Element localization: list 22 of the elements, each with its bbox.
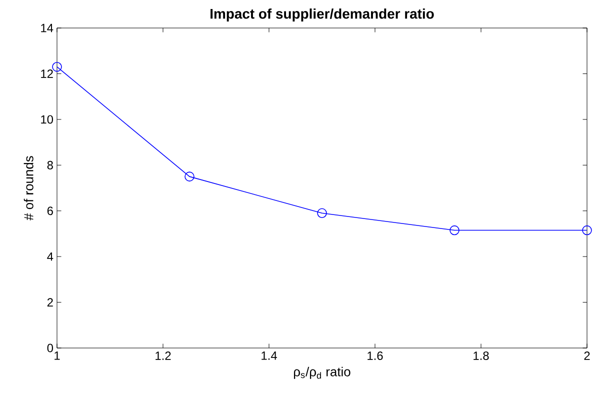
point	[52, 62, 62, 72]
y-tick-label: 2	[47, 298, 53, 306]
y-tick-label: 12	[41, 70, 53, 78]
point	[582, 225, 592, 236]
x-tick-label: 1.6	[368, 352, 383, 360]
point	[317, 208, 327, 218]
x-tick-label: 1.2	[156, 352, 171, 360]
y-axis-title: # of rounds	[24, 156, 34, 220]
y-tick-label: 0	[47, 344, 54, 352]
x-tick-label: 2	[584, 352, 590, 360]
x-tick-label: 1	[54, 352, 60, 360]
x-axis-title: ρ$_{s}$/ρ$_{d}$ ratio	[294, 366, 350, 379]
point	[184, 172, 194, 182]
y-tick-label: 14	[41, 24, 54, 32]
x-tick-label: 1.4	[262, 352, 277, 360]
y-tick-label: 4	[47, 252, 54, 261]
y-tick-label: 6	[47, 206, 53, 216]
point	[450, 225, 460, 236]
x-tick-label: 1.8	[474, 352, 489, 360]
y-tick-label: 10	[41, 115, 54, 124]
y-tick-label: 8	[47, 160, 53, 170]
chart-title: Impact of supplier/demander ratio	[210, 8, 434, 22]
